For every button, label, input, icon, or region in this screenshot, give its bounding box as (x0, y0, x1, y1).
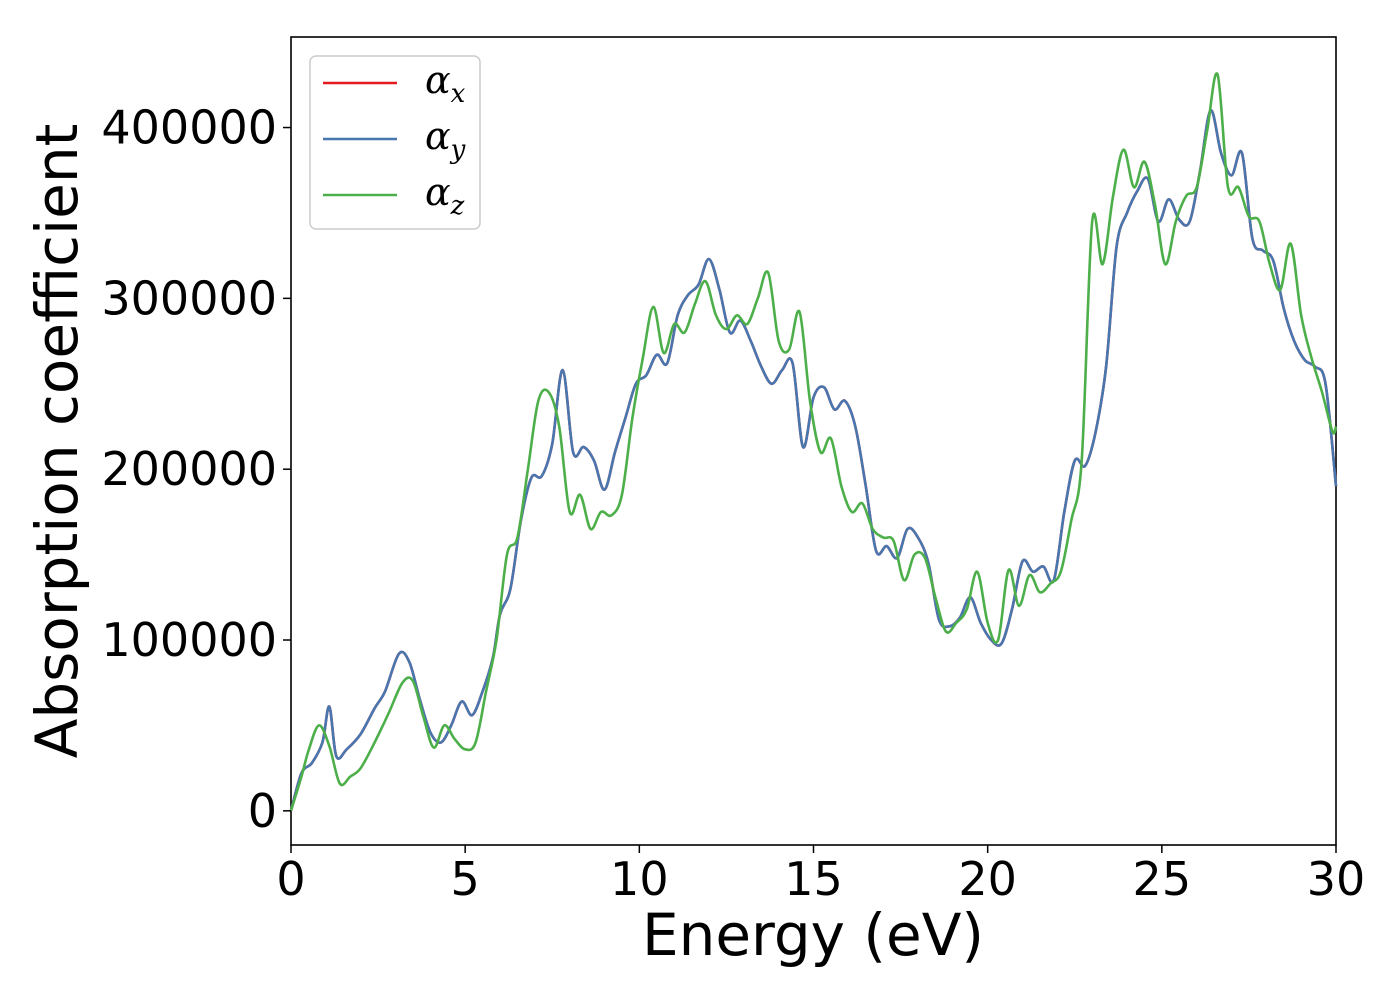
series-line-alpha-z (289, 72, 1338, 812)
x-tick-label: 5 (451, 852, 480, 906)
x-ticks: 0 5 10 15 20 25 30 (276, 845, 1365, 906)
y-axis-label: Absorption coefficient (23, 124, 91, 759)
series-line-alpha-y (289, 109, 1338, 812)
y-ticks: 0 100000 200000 300000 400000 (101, 101, 291, 838)
x-axis-label: Energy (eV) (642, 901, 984, 969)
y-tick-label: 400000 (101, 101, 277, 155)
y-tick-label: 200000 (101, 442, 277, 496)
y-tick-label: 0 (248, 784, 277, 838)
series-lines (289, 72, 1338, 812)
y-tick-label: 100000 (101, 613, 277, 667)
x-tick-label: 25 (1133, 852, 1192, 906)
x-tick-label: 30 (1307, 852, 1366, 906)
x-tick-label: 10 (610, 852, 669, 906)
y-tick-label: 300000 (101, 271, 277, 325)
x-tick-label: 0 (276, 852, 305, 906)
legend-box (309, 55, 481, 230)
x-tick-label: 20 (958, 852, 1017, 906)
x-tick-label: 15 (784, 852, 843, 906)
